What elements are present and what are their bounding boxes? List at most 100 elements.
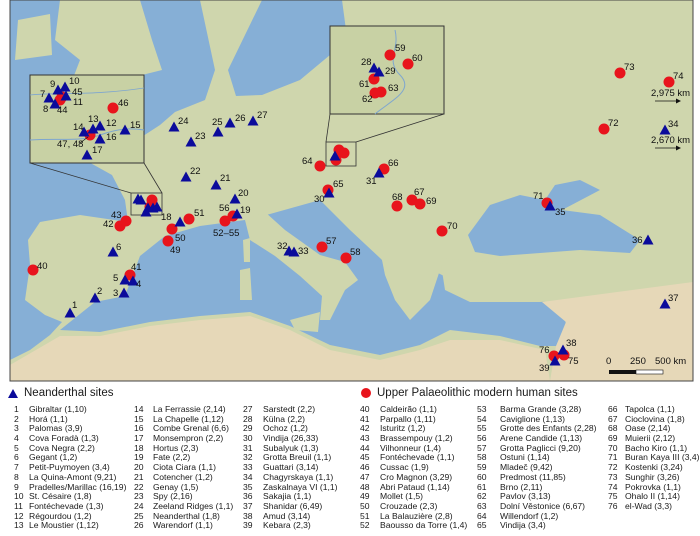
site-number-label: 59 bbox=[395, 43, 406, 54]
legend-item-number: 46 bbox=[360, 462, 370, 473]
legend-item-number: 17 bbox=[134, 433, 144, 444]
site-number-label: 15 bbox=[130, 120, 141, 131]
legend-item-name: Arene Candide (1,13) bbox=[500, 433, 583, 444]
legend-item-name: Guattari (3,14) bbox=[263, 462, 319, 473]
neanderthal-site-marker bbox=[368, 62, 380, 73]
legend-item-number: 52 bbox=[360, 520, 370, 531]
modern-human-site-marker bbox=[219, 215, 231, 227]
legend-item-name: Kebara (2,3) bbox=[263, 520, 311, 531]
legend-item-number: 32 bbox=[243, 452, 253, 463]
modern-human-site-marker bbox=[27, 264, 39, 276]
legend-item-number: 36 bbox=[243, 491, 253, 502]
legend-item-number: 70 bbox=[608, 442, 618, 453]
site-number-label: 58 bbox=[350, 247, 361, 258]
neanderthal-site-marker bbox=[373, 66, 385, 77]
legend-item-number: 66 bbox=[608, 404, 618, 414]
inset-moravia bbox=[329, 25, 445, 115]
neanderthal-site-marker bbox=[43, 92, 55, 103]
modern-human-site-marker bbox=[183, 213, 195, 225]
site-number-label: 11 bbox=[73, 97, 83, 108]
site-number-label: 8 bbox=[43, 104, 48, 115]
sicily bbox=[290, 312, 320, 332]
neanderthal-site-marker bbox=[210, 179, 222, 190]
legend-item-name: Sarstedt (2,2) bbox=[263, 404, 316, 414]
legend-item-name: Neanderthal (1,8) bbox=[153, 510, 220, 521]
site-number-label: 38 bbox=[566, 338, 577, 349]
legend-item-name: Fontéchevade (1,3) bbox=[29, 500, 104, 511]
legend-item-name: Crouzade (2,3) bbox=[380, 500, 438, 511]
neanderthal-site-marker bbox=[151, 201, 163, 212]
legend-item-number: 44 bbox=[360, 442, 370, 453]
legend-item-name: Dolní Věstonice (6,67) bbox=[500, 500, 586, 511]
legend-item-name: Parpallo (1,11) bbox=[380, 413, 436, 424]
site-number-label: 17 bbox=[92, 145, 103, 156]
legend-item-number: 40 bbox=[360, 404, 370, 414]
legend-item-number: 30 bbox=[243, 433, 253, 444]
neanderthal-site-marker bbox=[119, 124, 131, 135]
modern-human-site-marker bbox=[391, 200, 403, 212]
inset-france bbox=[29, 74, 145, 164]
legend-item-name: Subalyuk (1,3) bbox=[263, 442, 319, 453]
neanderthal-site-marker bbox=[87, 123, 99, 134]
legend-item-number: 13 bbox=[14, 520, 24, 531]
site-number-label: 41 bbox=[131, 262, 142, 273]
site-number-label: 49 bbox=[170, 245, 181, 256]
site-number-label: 12 bbox=[106, 118, 117, 129]
neanderthal-site-marker bbox=[64, 307, 76, 318]
legend-item-number: 56 bbox=[477, 433, 487, 444]
site-number-label: 43 bbox=[111, 210, 122, 221]
legend-item-name: La Chapelle (1,12) bbox=[153, 413, 224, 424]
neanderthal-site-marker bbox=[127, 275, 139, 286]
legend-item-number: 48 bbox=[360, 481, 370, 492]
middle-east bbox=[542, 282, 693, 381]
site-number-label: 23 bbox=[195, 131, 206, 142]
legend-item-name: Genay (1,5) bbox=[153, 481, 199, 492]
corsica bbox=[243, 238, 250, 262]
legend-item-number: 65 bbox=[477, 520, 487, 531]
legend-item-name: La Quina-Amont (9,21) bbox=[29, 471, 117, 482]
modern-human-site-marker bbox=[402, 58, 414, 70]
legend-item-name: Pokrovka (1,1) bbox=[625, 481, 681, 492]
neanderthal-site-marker bbox=[231, 208, 243, 219]
legend-neanderthal-header: Neanderthal sites bbox=[8, 387, 114, 399]
site-number-label: 28 bbox=[361, 57, 372, 68]
legend-item-name: Cro Magnon (3,29) bbox=[380, 471, 453, 482]
site-number-label: 33 bbox=[298, 246, 309, 257]
site-number-label: 73 bbox=[624, 62, 635, 73]
legend-item-name: Cova Foradà (1,3) bbox=[29, 433, 99, 444]
modern-human-site-marker bbox=[338, 147, 350, 159]
legend-item-number: 76 bbox=[608, 500, 618, 511]
legend-item-name: Grotta Breuil (1,1) bbox=[263, 452, 332, 463]
legend-item-name: Isturitz (1,2) bbox=[380, 423, 426, 434]
legend-item-name: La Ferrassie (2,14) bbox=[153, 404, 226, 414]
neanderthal-site-marker bbox=[549, 355, 561, 366]
neanderthal-site-marker bbox=[329, 150, 341, 161]
site-number-label: 16 bbox=[106, 132, 117, 143]
modern-human-site-marker bbox=[375, 86, 387, 98]
legend-item-number: 59 bbox=[477, 462, 487, 473]
modern-human-site-marker bbox=[598, 123, 610, 135]
legend-item-name: Bacho Kiro (1,1) bbox=[625, 442, 688, 453]
legend-item-name: Sakajia (1,1) bbox=[263, 491, 312, 502]
legend-item-name: Amud (3,14) bbox=[263, 510, 311, 521]
land-overlays bbox=[15, 0, 572, 332]
modern-human-site-marker bbox=[436, 225, 448, 237]
site-number-label: 9 bbox=[50, 79, 55, 90]
distance-annotation-2: 2,670 km bbox=[651, 135, 690, 151]
legend-item-name: Predmost (11,85) bbox=[500, 471, 566, 482]
neanderthal-site-marker bbox=[224, 117, 236, 128]
arrow-right-icon bbox=[676, 98, 681, 104]
legend-item-number: 50 bbox=[360, 500, 370, 511]
site-number-label: 47, 48 bbox=[57, 139, 83, 150]
site-number-label: 27 bbox=[257, 110, 268, 121]
inset-lines bbox=[29, 113, 445, 216]
legend-item-number: 72 bbox=[608, 462, 618, 473]
modern-human-site-marker bbox=[120, 215, 132, 227]
legend-item-number: 15 bbox=[134, 413, 144, 424]
neanderthal-site-marker bbox=[119, 274, 131, 285]
legend-item-name: Cova Negra (2,2) bbox=[29, 442, 95, 453]
legend-item-number: 14 bbox=[134, 404, 144, 414]
site-number-label: 74 bbox=[673, 71, 684, 82]
site-number-label: 22 bbox=[190, 166, 201, 177]
black-sea bbox=[468, 180, 640, 256]
